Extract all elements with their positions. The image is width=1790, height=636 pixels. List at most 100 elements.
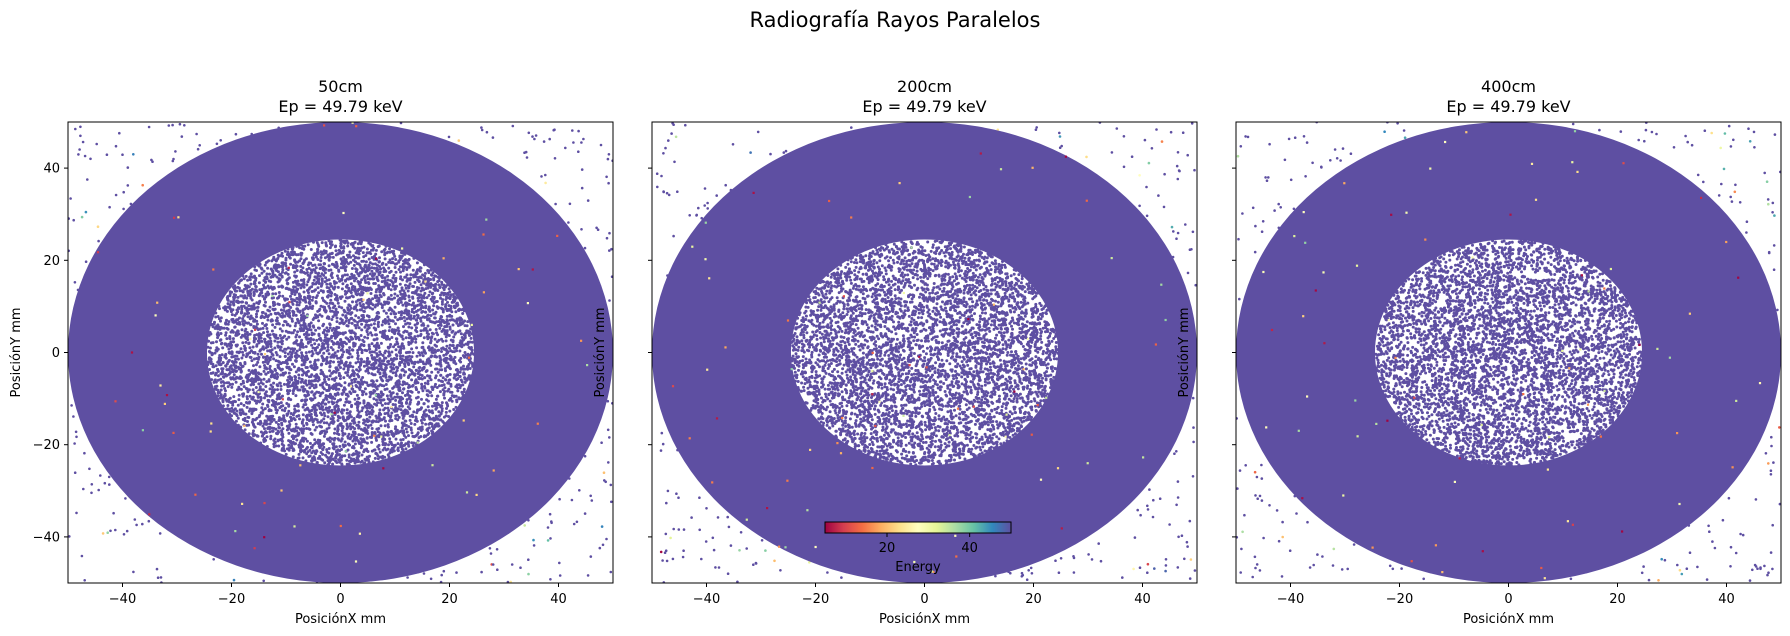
- scatter-point: [1241, 212, 1244, 215]
- scatter-point: [171, 123, 174, 127]
- scatter-point: [1650, 130, 1654, 134]
- scatter-point: [745, 547, 748, 550]
- scatter-point: [1731, 466, 1734, 469]
- scatter-point: [241, 502, 244, 505]
- scatter-point: [1258, 494, 1262, 498]
- scatter-point: [271, 294, 274, 298]
- scatter-point: [580, 168, 584, 171]
- scatter-point: [979, 152, 982, 155]
- scatter-point: [1160, 140, 1164, 143]
- scatter-point: [1191, 396, 1195, 400]
- scatter-point: [1410, 560, 1413, 563]
- scatter-point: [1619, 130, 1623, 133]
- scatter-point: [806, 509, 809, 512]
- scatter-point: [676, 190, 679, 193]
- scatter-point: [342, 211, 345, 215]
- scatter-point: [602, 471, 606, 475]
- scatter-point: [73, 471, 77, 475]
- scatter-point: [1458, 457, 1461, 460]
- scatter-point: [1097, 542, 1100, 545]
- scatter-point: [1148, 488, 1151, 491]
- y-tick-label: −20: [33, 438, 60, 453]
- scatter-point: [738, 549, 741, 552]
- scatter-point: [769, 152, 772, 156]
- x-tick-label: −20: [218, 592, 245, 607]
- scatter-point: [1265, 426, 1268, 429]
- scatter-point: [818, 301, 821, 304]
- scatter-point: [1335, 157, 1339, 160]
- scatter-point: [95, 142, 98, 146]
- scatter-point: [288, 301, 291, 304]
- scatter-point: [607, 461, 610, 464]
- scatter-point: [1405, 211, 1408, 214]
- scatter-point: [167, 124, 171, 127]
- scatter-point: [249, 337, 252, 340]
- scatter-point: [165, 394, 169, 397]
- scatter-point: [1680, 572, 1684, 576]
- scatter-point: [1573, 130, 1577, 133]
- scatter-point: [480, 128, 484, 132]
- scatter-point: [1025, 578, 1029, 581]
- scatter-point: [195, 132, 198, 136]
- scatter-point: [1256, 497, 1259, 501]
- scatter-point: [671, 385, 675, 388]
- scatter-point: [850, 216, 853, 219]
- scatter-point: [1239, 571, 1242, 574]
- scatter-point: [1571, 122, 1575, 126]
- scatter-point: [1060, 527, 1063, 530]
- scatter-point: [431, 464, 434, 467]
- scatter-point: [1764, 452, 1768, 455]
- scatter-point: [112, 511, 115, 515]
- scatter-point: [1193, 168, 1196, 172]
- scatter-point: [992, 303, 995, 306]
- scatter-point: [669, 536, 672, 540]
- scatter-point: [440, 573, 444, 577]
- scatter-point: [1678, 568, 1682, 572]
- scatter-point: [83, 579, 86, 582]
- x-tick-label: 20: [1609, 592, 1626, 607]
- scatter-point: [234, 132, 238, 136]
- scatter-point: [764, 549, 767, 552]
- scatter-point: [1262, 536, 1265, 540]
- scatter-point: [1660, 557, 1663, 561]
- scatter-point: [688, 437, 691, 440]
- scatter-point: [1241, 530, 1244, 534]
- scatter-point: [1115, 127, 1119, 130]
- scatter-point: [1306, 395, 1309, 398]
- scatter-point: [1060, 144, 1063, 148]
- scatter-point: [1732, 138, 1735, 142]
- scatter-point: [580, 339, 583, 342]
- scatter-point: [1254, 494, 1257, 497]
- x-tick-label: 20: [1025, 592, 1042, 607]
- scatter-point: [605, 236, 609, 240]
- scatter-point: [209, 430, 212, 433]
- scatter-point: [712, 548, 716, 552]
- scatter-point: [716, 516, 720, 519]
- scatter-point: [234, 530, 237, 533]
- scatter-point: [1176, 496, 1180, 499]
- scatter-point: [583, 246, 587, 250]
- scatter-point: [572, 141, 575, 144]
- scatter-point: [1522, 393, 1525, 396]
- scatter-point: [374, 394, 377, 397]
- scatter-point: [1580, 274, 1583, 277]
- scatter-point: [1312, 563, 1315, 567]
- scatter-point: [1146, 571, 1149, 574]
- y-axis-label: PosiciónY mm: [9, 307, 24, 397]
- scatter-point: [1267, 176, 1270, 179]
- scatter-point: [1737, 276, 1740, 279]
- scatter-point: [183, 124, 186, 127]
- scatter-point: [715, 417, 719, 420]
- scatter-point: [84, 260, 88, 264]
- scatter-point: [1752, 130, 1756, 134]
- x-axis-label: PosiciónX mm: [879, 612, 970, 627]
- scatter-point: [390, 405, 393, 409]
- low-density-region: [206, 239, 475, 466]
- scatter-point: [489, 552, 493, 555]
- scatter-point: [1244, 464, 1247, 467]
- scatter-point: [727, 525, 731, 529]
- x-tick-label: 20: [441, 592, 458, 607]
- scatter-point: [910, 246, 913, 249]
- scatter-point: [662, 152, 665, 155]
- scatter-point: [715, 194, 718, 197]
